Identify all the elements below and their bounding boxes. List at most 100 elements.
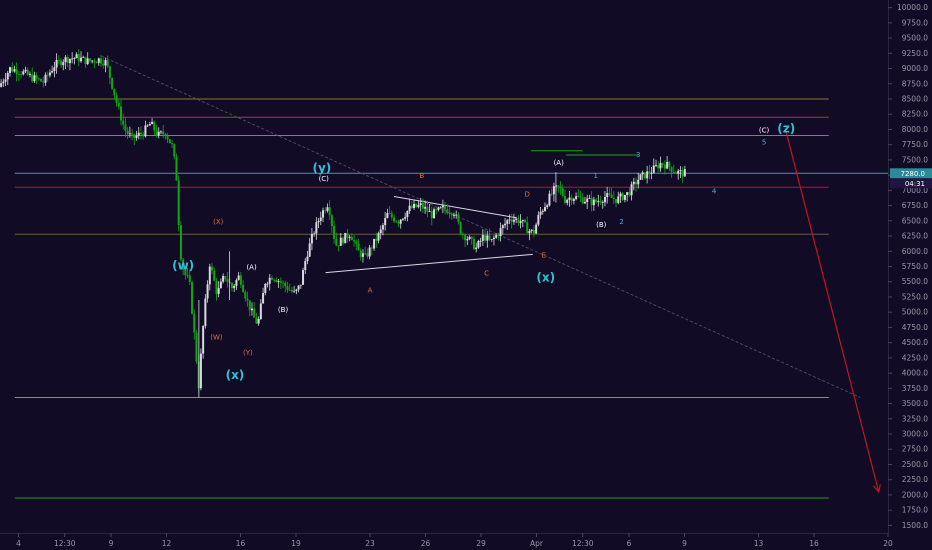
candle-body [410,205,413,209]
candle-body [541,210,544,212]
time-tick-label: 19 [291,539,301,548]
candle-body [168,139,171,144]
candle-body [277,281,280,283]
candle-body [406,210,409,217]
candle-body [279,281,282,283]
candle-body [641,172,644,175]
candle-body [535,224,538,234]
horizontal-levels [14,98,888,499]
candle-body [603,197,606,203]
candle-body [257,318,260,324]
candle-body [328,207,331,216]
price-tick-label: 2500.0 [902,460,928,469]
candle-body [495,235,498,238]
candle-body [11,67,14,72]
wave-labels: (X) (W) (Y) (A) (B) (C) B A C D E (A) (B) (C) 1 2 3 4 5 (w)… [172,121,795,382]
candle-body [148,124,151,126]
candle-body [259,303,262,319]
time-tick-label: 12:30 [572,539,594,548]
candle-body [0,83,3,87]
candle-body [486,235,489,241]
candle-body [333,226,336,239]
candle-body [446,209,449,214]
candle-body [572,198,575,201]
candle-body [13,69,16,72]
candle-body [313,233,316,235]
candle-body [610,194,613,198]
candle-body [102,63,105,66]
candle-body [33,75,36,82]
candle-body [637,179,640,185]
candle-body [206,284,209,299]
candle-body [357,243,360,251]
candle-body [546,205,549,208]
candle-body [24,69,27,72]
candle-body [452,214,455,216]
price-axis: 10000.0 9750.0 9500.0 9250.0 9000.0 8750.0 850… [888,0,932,550]
candle-body [472,238,475,250]
candle-body [459,222,462,235]
candle-body [497,235,500,237]
candle-body [304,261,307,271]
candle-body [290,289,293,292]
wave-label-small: 2 [619,218,623,226]
price-tick-label: 8750.0 [902,79,928,88]
price-tick-label: 8000.0 [902,125,928,134]
candle-body [519,221,522,224]
candle-body [583,201,586,204]
candle-body [113,88,116,96]
time-tick-label: 12 [162,539,172,548]
price-tick-label: 8250.0 [902,110,928,119]
price-tick-label: 5750.0 [902,262,928,271]
candle-body [235,279,238,286]
candle-body [388,213,391,214]
candle-body [191,281,194,314]
candle-body [621,193,624,200]
candle-body [319,217,322,221]
candle-body [164,134,167,137]
candle-body [15,69,18,75]
trend-lines [101,55,879,492]
candle-body [17,74,20,75]
countdown-value: 04:31 [905,180,925,188]
candle-body [355,241,358,244]
candle-body [681,170,684,177]
wave-label-small: (X) [213,218,224,226]
candle-body [657,165,660,169]
candle-body [557,185,560,187]
wave-label-small: 5 [762,139,766,147]
candle-body [237,275,240,280]
candle-body [628,192,631,196]
candle-body [430,211,433,219]
candle-body [477,240,480,248]
price-tick-label: 5500.0 [902,277,928,286]
candle-body [108,66,111,78]
candle-body [632,181,635,185]
candle-body [135,135,138,138]
price-tick-label: 2250.0 [902,475,928,484]
wave-label-small: A [368,287,373,295]
candle-body [444,205,447,210]
candle-body [297,285,300,290]
price-tick-label: 6250.0 [902,232,928,241]
wave-label-small: (A) [246,264,257,272]
price-tick-label: 1500.0 [902,521,928,530]
price-tick-label: 4750.0 [902,323,928,332]
candle-body [266,283,269,285]
candle-body [346,233,349,238]
candle-body [521,219,524,222]
candle-body [255,317,258,324]
candle-body [515,218,518,220]
candle-body [111,77,114,89]
candle-body [401,218,404,220]
candle-body [606,193,609,198]
candle-body [448,213,451,215]
candle-body [273,279,276,281]
candle-body [226,279,229,282]
price-tick-label: 6500.0 [902,216,928,225]
time-tick-label: 20 [883,539,893,548]
candle-body [71,58,74,60]
candle-body [124,124,127,131]
candle-body [386,213,389,219]
